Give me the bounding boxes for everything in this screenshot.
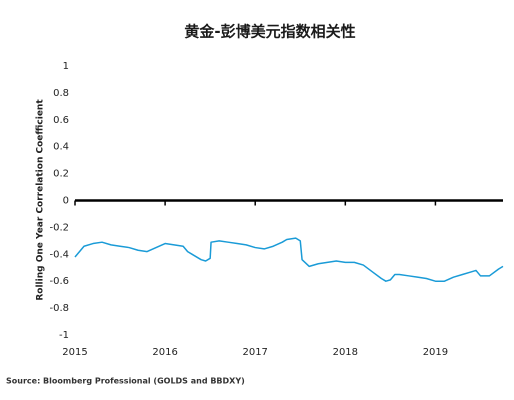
x-tick-label: 2019 [423, 347, 448, 358]
x-tick-label: 2018 [333, 347, 358, 358]
x-tick-label: 2017 [242, 347, 267, 358]
y-tick-label: 1 [63, 61, 69, 72]
y-tick-label: -0.2 [49, 222, 69, 233]
y-tick-label: -1 [59, 330, 69, 341]
y-axis-label: Rolling One Year Correlation Coefficient [36, 99, 46, 301]
y-tick-label: 0.8 [53, 88, 69, 99]
y-tick-label: 0.6 [53, 115, 69, 126]
y-tick-label: 0.4 [53, 142, 69, 153]
chart-title: 黄金-彭博美元指数相关性 [184, 23, 355, 41]
x-tick-label: 2016 [152, 347, 177, 358]
y-tick-label: -0.8 [49, 303, 69, 314]
source-note: Source: Bloomberg Professional (GOLDS an… [6, 377, 245, 386]
y-tick-label: 0 [63, 196, 69, 207]
y-tick-label: -0.6 [49, 276, 69, 287]
y-tick-label: -0.4 [49, 249, 69, 260]
y-tick-label: 0.2 [53, 169, 69, 180]
x-tick-label: 2015 [62, 347, 87, 358]
data-line [74, 237, 504, 282]
